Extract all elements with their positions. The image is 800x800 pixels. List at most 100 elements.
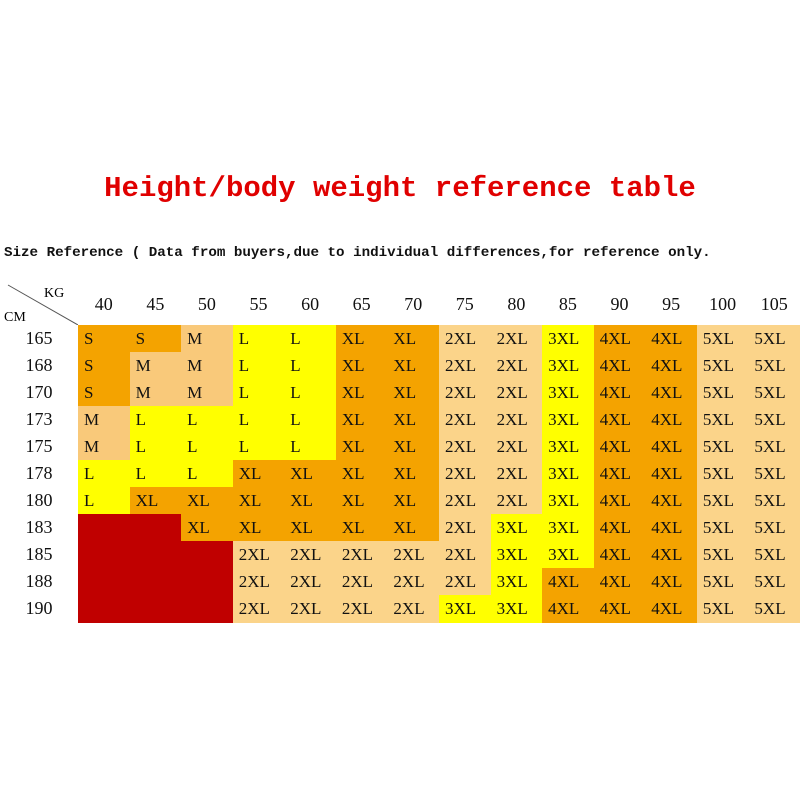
size-cell: 3XL [542, 406, 595, 434]
size-cell: 2XL [439, 406, 492, 434]
size-cell: 5XL [748, 595, 800, 623]
size-cell: XL [181, 514, 234, 542]
size-cell: 2XL [490, 352, 543, 380]
size-cell: 5XL [748, 433, 800, 461]
corner-top: KG [44, 286, 64, 301]
column-header: 60 [301, 293, 320, 314]
size-cell: 4XL [593, 541, 646, 569]
column-header: 105 [760, 293, 788, 314]
size-cell: 4XL [645, 487, 698, 515]
size-cell: XL [335, 379, 388, 407]
size-cell: 3XL [490, 595, 543, 623]
size-cell: XL [335, 460, 388, 488]
size-cell: L [284, 433, 337, 461]
size-cell: L [181, 406, 234, 434]
diagonal [7, 284, 78, 325]
size-cell: L [129, 460, 182, 488]
empty-cell [129, 541, 182, 569]
size-cell: 2XL [490, 325, 543, 353]
size-cell: M [181, 325, 234, 353]
size-cell: XL [232, 514, 285, 542]
size-cell: 3XL [542, 541, 595, 569]
empty-cell [129, 568, 182, 596]
size-cell: XL [232, 460, 285, 488]
size-cell: XL [181, 487, 234, 515]
size-cell: XL [387, 352, 440, 380]
size-cell: L [232, 433, 285, 461]
size-cell: 4XL [593, 406, 646, 434]
size-cell: 2XL [490, 460, 543, 488]
size-cell: M [129, 379, 182, 407]
size-cell: 3XL [490, 568, 543, 596]
size-cell: L [284, 352, 337, 380]
size-cell: XL [387, 379, 440, 407]
column-header: 95 [662, 293, 681, 314]
size-cell: 4XL [645, 406, 698, 434]
size-cell: S [78, 379, 131, 407]
column-header: 45 [146, 293, 165, 314]
size-cell: 2XL [439, 379, 492, 407]
row-header: 175 [25, 436, 53, 456]
empty-cell [129, 595, 182, 623]
size-cell: XL [284, 460, 337, 488]
empty-cell [181, 595, 234, 623]
size-cell: 2XL [335, 568, 388, 596]
size-cell: 5XL [748, 325, 800, 353]
size-cell: 4XL [645, 568, 698, 596]
size-cell: 3XL [542, 460, 595, 488]
size-cell: M [181, 352, 234, 380]
size-cell: L [284, 379, 337, 407]
column-header: 80 [507, 293, 526, 314]
size-cell: 2XL [490, 379, 543, 407]
size-cell: 4XL [645, 460, 698, 488]
size-cell: 4XL [593, 514, 646, 542]
size-cell: 5XL [748, 379, 800, 407]
size-cell: 2XL [284, 568, 337, 596]
size-cell: 2XL [439, 352, 492, 380]
size-cell: 5XL [696, 460, 749, 488]
title: Height/body weight reference table [104, 172, 696, 205]
size-cell: 3XL [542, 514, 595, 542]
column-header: 40 [94, 293, 113, 314]
corner-cell: KG CM [4, 284, 78, 325]
empty-cell [78, 514, 131, 542]
size-cell: XL [335, 406, 388, 434]
size-cell: 5XL [696, 325, 749, 353]
size-cell: 5XL [696, 406, 749, 434]
size-cell: L [232, 325, 285, 353]
size-cell: XL [335, 433, 388, 461]
empty-cell [181, 541, 234, 569]
size-cell: 5XL [696, 514, 749, 542]
size-cell: 2XL [335, 595, 388, 623]
size-cell: 4XL [645, 595, 698, 623]
size-cell: 5XL [748, 514, 800, 542]
size-cell: 4XL [593, 433, 646, 461]
row-header: 173 [25, 409, 53, 429]
empty-cell [78, 595, 131, 623]
size-cell: 5XL [748, 406, 800, 434]
size-cell: 4XL [645, 541, 698, 569]
size-cell: 4XL [542, 568, 595, 596]
size-cell: 3XL [439, 595, 492, 623]
size-cell: 3XL [542, 433, 595, 461]
size-cell: M [78, 433, 131, 461]
size-cell: L [78, 487, 131, 515]
size-cell: XL [387, 406, 440, 434]
size-cell: 2XL [387, 568, 440, 596]
size-cell: 5XL [748, 352, 800, 380]
size-cell: L [78, 460, 131, 488]
size-cell: 2XL [387, 595, 440, 623]
size-cell: L [284, 406, 337, 434]
size-cell: 4XL [645, 352, 698, 380]
size-cell: 2XL [232, 595, 285, 623]
size-cell: 2XL [387, 541, 440, 569]
size-cell: L [181, 460, 234, 488]
size-cell: 3XL [542, 325, 595, 353]
size-cell: 5XL [696, 568, 749, 596]
row-header: 165 [25, 328, 53, 348]
size-cell: 3XL [542, 379, 595, 407]
row-header: 190 [25, 598, 53, 618]
size-cell: L [232, 406, 285, 434]
size-cell: L [129, 433, 182, 461]
